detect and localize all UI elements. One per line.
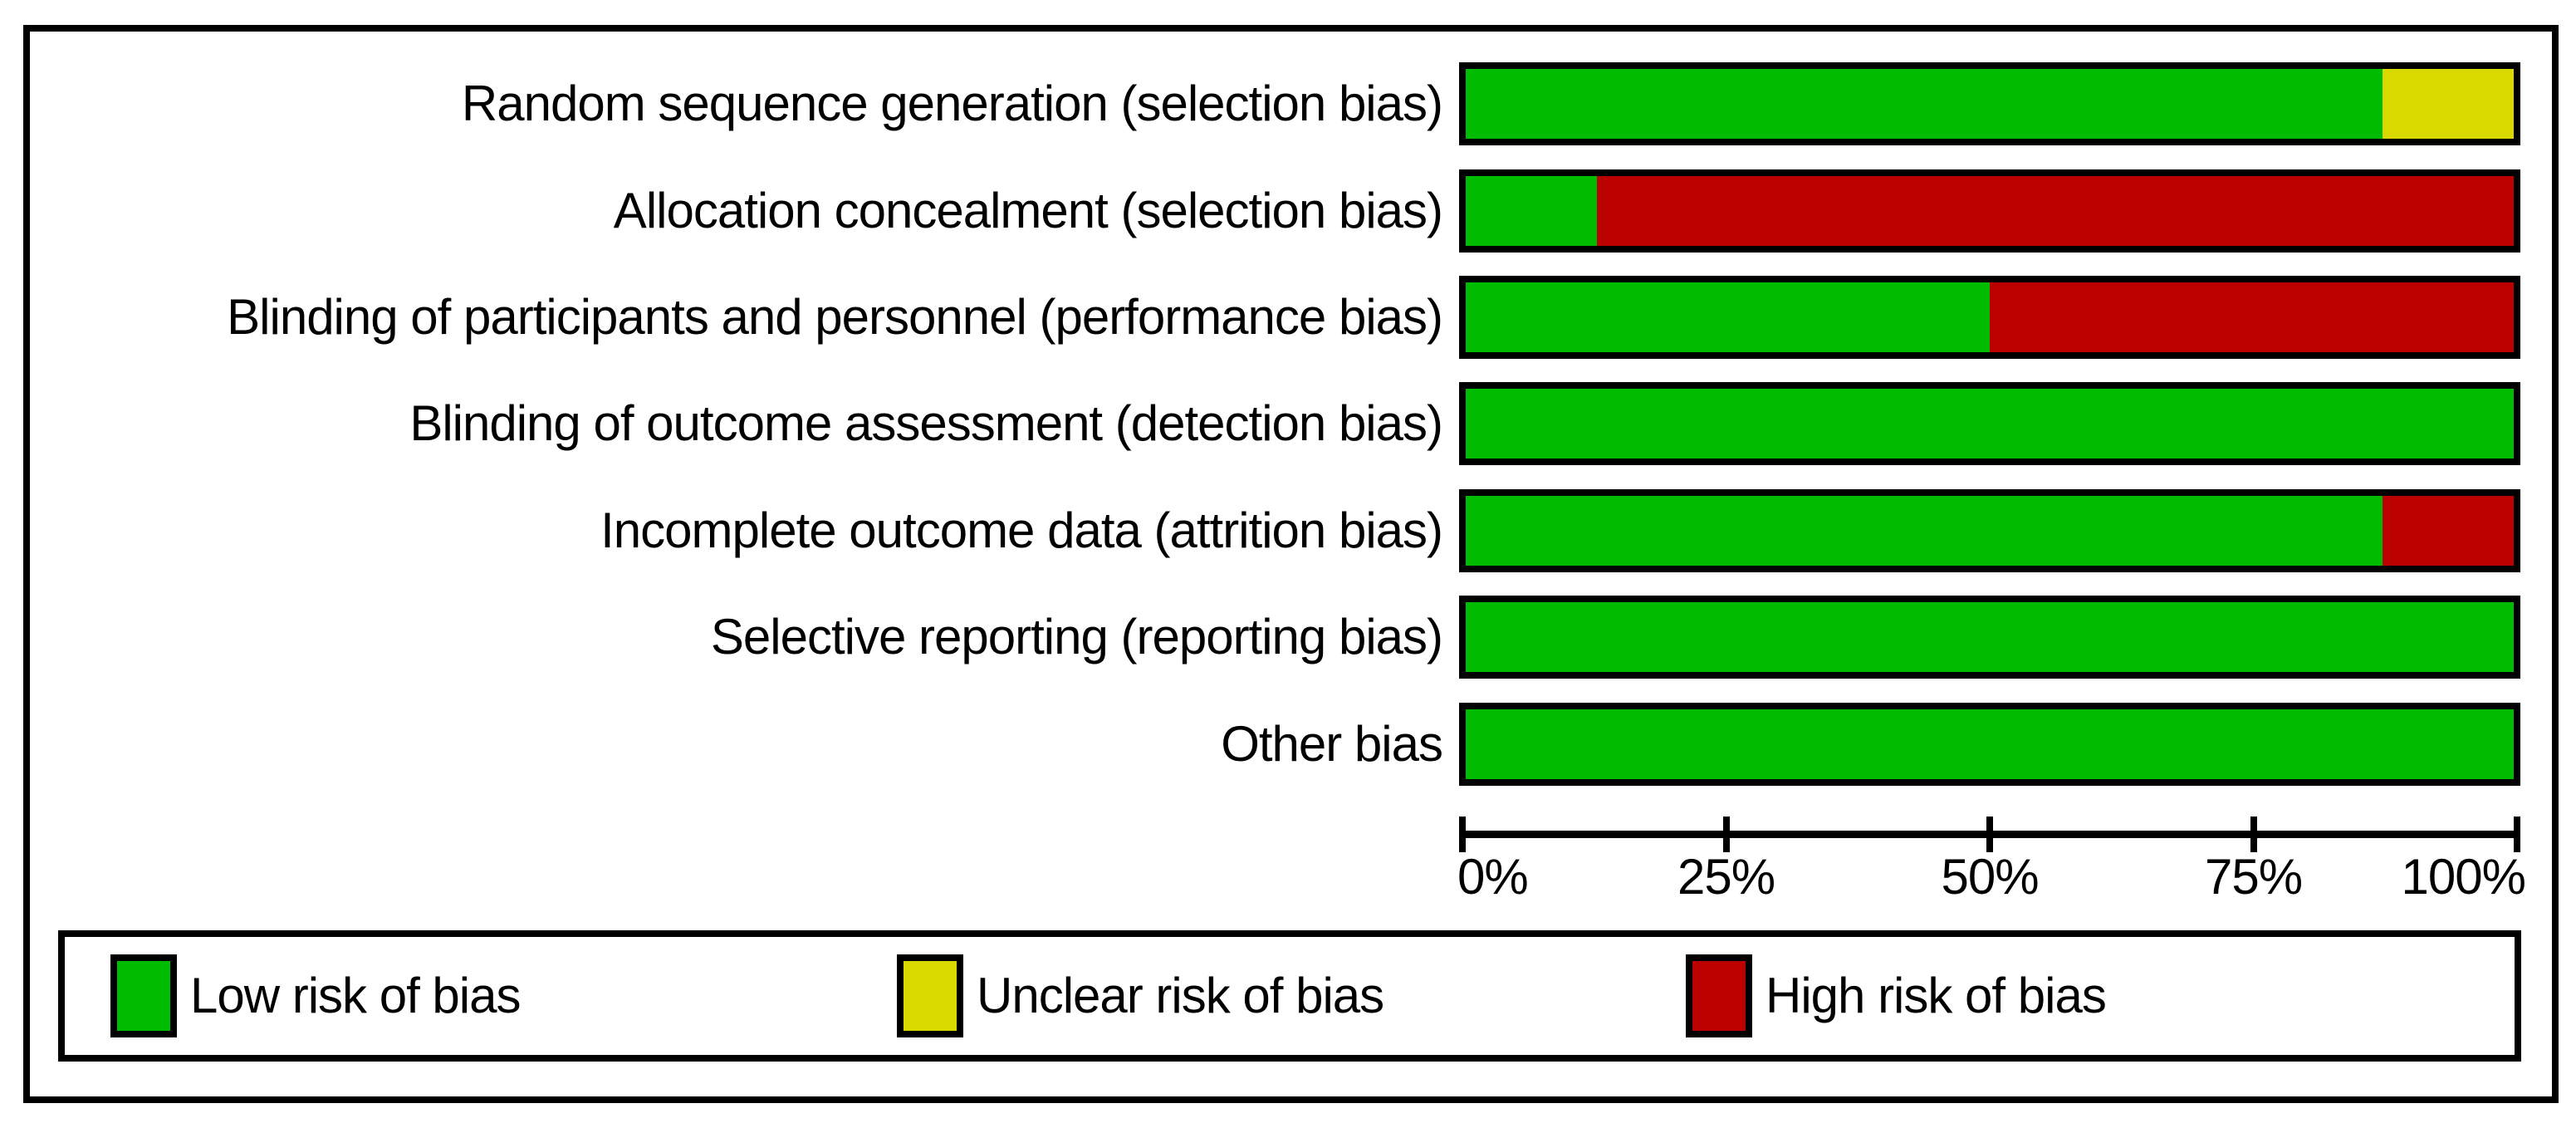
x-axis-tick <box>1459 817 1466 852</box>
segment-unclear-risk-of-bias <box>2383 69 2514 140</box>
legend-item: High risk of bias <box>1686 937 2107 1055</box>
stacked-bar <box>1459 275 2520 359</box>
legend-swatch-high-risk-of-bias <box>1686 954 1752 1037</box>
segment-low-risk-of-bias <box>1466 175 1597 246</box>
category-label: Random sequence generation (selection bi… <box>461 76 1443 132</box>
stacked-bar <box>1459 596 2520 679</box>
x-axis-tick <box>1722 817 1730 852</box>
x-axis-tick-label: 25% <box>1677 849 1775 905</box>
category-label: Selective reporting (reporting bias) <box>710 609 1443 665</box>
x-axis-tick <box>1986 817 1993 852</box>
legend-box: Low risk of bias Unclear risk of bias High… <box>58 930 2521 1062</box>
segment-low-risk-of-bias <box>1466 602 2514 673</box>
bar-row: Selective reporting (reporting bias) <box>0 584 2576 690</box>
x-axis-tick-label: 100% <box>2401 849 2526 905</box>
segment-high-risk-of-bias <box>1990 282 2514 352</box>
stacked-bar <box>1459 702 2520 786</box>
segment-low-risk-of-bias <box>1466 495 2383 566</box>
segment-high-risk-of-bias <box>1596 175 2514 246</box>
legend-label: Low risk of bias <box>190 968 521 1023</box>
legend-swatch-unclear-risk-of-bias <box>897 954 963 1037</box>
bar-row: Blinding of outcome assessment (detectio… <box>0 370 2576 477</box>
x-axis-tick-label: 75% <box>2204 849 2303 905</box>
bar-row: Incomplete outcome data (attrition bias) <box>0 478 2576 584</box>
legend-item: Low risk of bias <box>110 937 521 1055</box>
x-axis-tick-label: 0% <box>1457 849 1529 905</box>
x-axis-tick <box>2514 817 2520 852</box>
legend-item: Unclear risk of bias <box>897 937 1384 1055</box>
category-label: Blinding of participants and personnel (… <box>227 288 1443 345</box>
category-label: Incomplete outcome data (attrition bias) <box>600 502 1443 558</box>
segment-low-risk-of-bias <box>1466 389 2514 459</box>
stacked-bar <box>1459 488 2520 572</box>
bar-row: Random sequence generation (selection bi… <box>0 51 2576 157</box>
stacked-bar <box>1459 169 2520 253</box>
x-axis-tick-label: 50% <box>1941 849 2039 905</box>
legend-label: Unclear risk of bias <box>977 968 1384 1023</box>
segment-low-risk-of-bias <box>1466 69 2383 140</box>
legend-swatch-low-risk-of-bias <box>110 954 177 1037</box>
bar-row: Blinding of participants and personnel (… <box>0 264 2576 370</box>
x-axis-tick <box>2250 817 2257 852</box>
legend-label: High risk of bias <box>1765 968 2107 1023</box>
category-label: Other bias <box>1221 715 1443 772</box>
stacked-bar <box>1459 382 2520 466</box>
segment-low-risk-of-bias <box>1466 709 2514 779</box>
segment-low-risk-of-bias <box>1466 282 1990 352</box>
stacked-bar <box>1459 62 2520 146</box>
bar-row: Other bias <box>0 690 2576 797</box>
category-label: Allocation concealment (selection bias) <box>613 182 1443 238</box>
segment-high-risk-of-bias <box>2383 495 2514 566</box>
bar-chart-area: Random sequence generation (selection bi… <box>0 51 2576 797</box>
category-label: Blinding of outcome assessment (detectio… <box>409 395 1443 452</box>
bar-row: Allocation concealment (selection bias) <box>0 157 2576 263</box>
